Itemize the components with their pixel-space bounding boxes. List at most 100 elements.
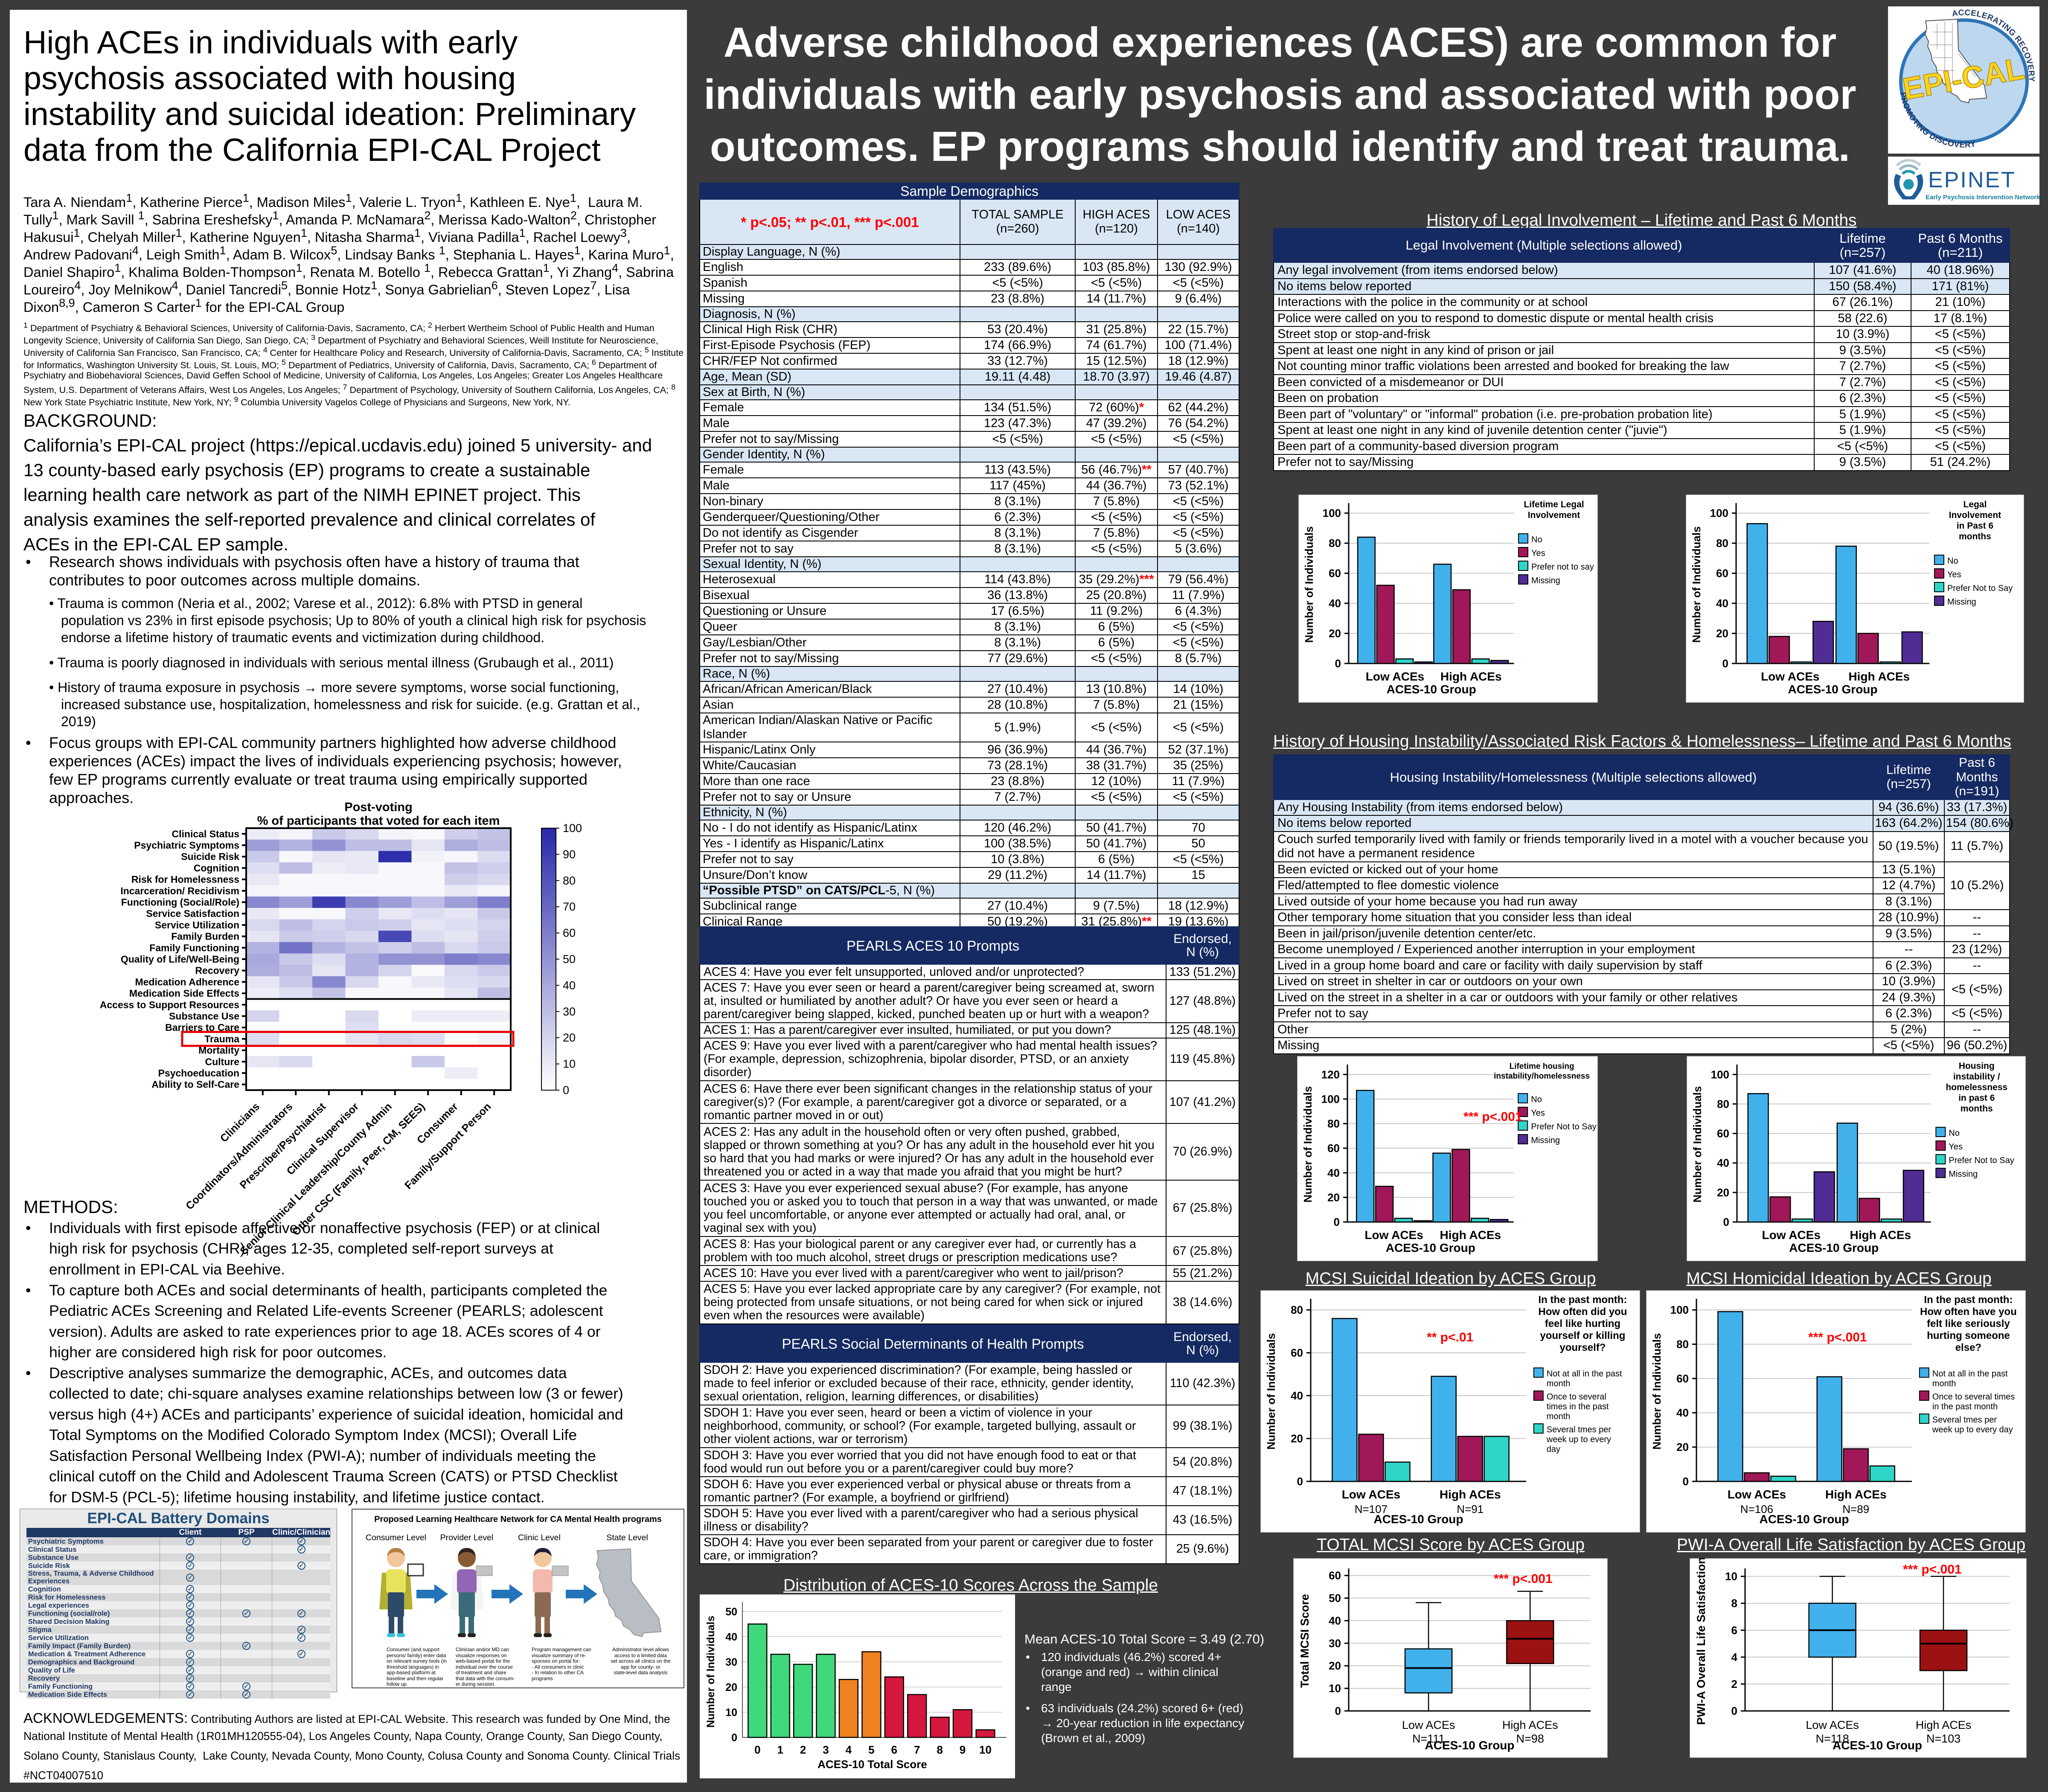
svg-text:4: 4 — [1731, 1651, 1738, 1664]
svg-text:Clinical Status: Clinical Status — [172, 828, 239, 839]
svg-text:Lifetime housing: Lifetime housing — [1510, 1062, 1574, 1071]
svg-text:60: 60 — [1676, 1372, 1689, 1385]
svg-text:Missing: Missing — [1531, 576, 1560, 585]
svg-text:40: 40 — [1327, 1167, 1340, 1179]
svg-text:High ACEs: High ACEs — [1850, 1228, 1911, 1242]
svg-text:Recovery: Recovery — [195, 965, 239, 976]
svg-text:0: 0 — [754, 1743, 760, 1756]
svg-text:yourself or killing: yourself or killing — [1540, 1330, 1625, 1341]
svg-text:homelessness: homelessness — [1946, 1082, 2007, 1092]
svg-text:10: 10 — [725, 1707, 737, 1719]
svg-text:Psychiatric Symptoms: Psychiatric Symptoms — [134, 840, 239, 851]
svg-text:60: 60 — [1329, 567, 1341, 580]
svg-text:Low ACEs: Low ACEs — [1806, 1719, 1859, 1731]
svg-text:90: 90 — [563, 848, 576, 861]
svg-text:Several tmes per: Several tmes per — [1932, 1415, 1997, 1425]
svg-text:0: 0 — [731, 1732, 737, 1744]
svg-text:80: 80 — [1327, 1117, 1340, 1130]
svg-text:Substance Use: Substance Use — [169, 1011, 239, 1022]
svg-text:EPINET: EPINET — [1928, 168, 2016, 192]
svg-text:Prefer Not to Say: Prefer Not to Say — [1949, 1156, 2014, 1165]
svg-text:Legal: Legal — [1963, 500, 1987, 509]
svg-text:100: 100 — [1711, 1068, 1729, 1081]
svg-text:6: 6 — [891, 1743, 897, 1756]
svg-text:in past 6: in past 6 — [1958, 1093, 1995, 1103]
svg-text:How often have you: How often have you — [1920, 1306, 2017, 1318]
svg-text:100: 100 — [1321, 1093, 1340, 1105]
svg-text:4: 4 — [846, 1743, 852, 1756]
svg-text:Once to several times: Once to several times — [1932, 1392, 2015, 1402]
svg-text:2: 2 — [1731, 1678, 1737, 1690]
svg-text:N=91: N=91 — [1457, 1503, 1484, 1516]
svg-text:Total MCSI Score: Total MCSI Score — [1298, 1594, 1311, 1688]
svg-text:30: 30 — [725, 1656, 737, 1668]
svg-text:Incarceration/ Recidivism: Incarceration/ Recidivism — [120, 885, 239, 896]
svg-text:*** p<.001: *** p<.001 — [1903, 1562, 1962, 1577]
svg-text:60: 60 — [1291, 1347, 1303, 1359]
svg-text:60: 60 — [1716, 567, 1728, 580]
svg-text:week up to every day: week up to every day — [1932, 1425, 2013, 1434]
svg-text:No: No — [1531, 535, 1542, 544]
svg-text:0: 0 — [1722, 657, 1728, 670]
svg-text:0: 0 — [1334, 1216, 1340, 1228]
svg-text:40: 40 — [725, 1631, 737, 1643]
svg-text:30: 30 — [563, 1005, 576, 1018]
svg-text:No: No — [1949, 1129, 1960, 1138]
svg-text:Number of Individuals: Number of Individuals — [705, 1616, 717, 1728]
svg-text:else?: else? — [1955, 1342, 1981, 1353]
svg-text:40: 40 — [1291, 1389, 1303, 1402]
svg-text:2: 2 — [800, 1743, 806, 1756]
svg-text:High ACEs: High ACEs — [1502, 1719, 1558, 1731]
svg-text:*** p<.001: *** p<.001 — [1494, 1572, 1553, 1586]
svg-text:30: 30 — [1329, 1637, 1341, 1649]
svg-text:N=118: N=118 — [1815, 1732, 1849, 1745]
svg-text:6: 6 — [1731, 1624, 1737, 1637]
svg-text:50: 50 — [1329, 1592, 1341, 1605]
svg-text:40: 40 — [1676, 1406, 1689, 1419]
svg-text:ACES-10 Group: ACES-10 Group — [1386, 1241, 1475, 1254]
svg-text:In the past month:: In the past month: — [1538, 1294, 1627, 1306]
svg-text:High ACEs: High ACEs — [1440, 1228, 1501, 1242]
svg-text:50: 50 — [725, 1606, 737, 1618]
svg-text:80: 80 — [1329, 537, 1341, 550]
svg-text:0: 0 — [1731, 1705, 1737, 1717]
svg-text:N=103: N=103 — [1926, 1732, 1961, 1745]
svg-text:day: day — [1547, 1445, 1560, 1454]
svg-text:PWI-A Overall Life Satisfactio: PWI-A Overall Life Satisfaction — [1695, 1558, 1708, 1725]
svg-text:60: 60 — [563, 927, 576, 940]
svg-text:Not at all in the past: Not at all in the past — [1547, 1369, 1622, 1379]
svg-text:100: 100 — [1323, 507, 1341, 520]
svg-text:0: 0 — [1335, 1705, 1341, 1717]
svg-text:60: 60 — [1717, 1127, 1729, 1140]
svg-text:Low ACEs: Low ACEs — [1366, 670, 1424, 683]
svg-text:80: 80 — [563, 874, 576, 887]
svg-text:20: 20 — [725, 1681, 737, 1693]
svg-text:Low ACEs: Low ACEs — [1342, 1488, 1400, 1501]
svg-text:Early Psychosis Intervention N: Early Psychosis Intervention Network — [1926, 194, 2039, 201]
svg-text:80: 80 — [1717, 1097, 1729, 1110]
svg-text:Prefer not to say: Prefer not to say — [1531, 562, 1594, 572]
svg-text:Family Burden: Family Burden — [171, 931, 239, 942]
svg-text:No: No — [1947, 556, 1958, 566]
svg-text:N=107: N=107 — [1355, 1503, 1388, 1516]
svg-text:8: 8 — [937, 1743, 943, 1756]
svg-text:No: No — [1531, 1095, 1542, 1104]
svg-text:70: 70 — [563, 900, 576, 913]
svg-text:ACES-10 Group: ACES-10 Group — [1425, 1739, 1514, 1752]
svg-text:N=106: N=106 — [1740, 1503, 1773, 1516]
svg-text:7: 7 — [914, 1743, 920, 1756]
svg-text:Low ACEs: Low ACEs — [1761, 670, 1819, 683]
svg-text:Low ACEs: Low ACEs — [1402, 1719, 1455, 1731]
svg-text:High ACEs: High ACEs — [1916, 1719, 1972, 1731]
svg-text:40: 40 — [1329, 597, 1341, 610]
svg-text:month: month — [1547, 1412, 1571, 1421]
svg-text:Missing: Missing — [1531, 1136, 1560, 1145]
svg-text:Low ACEs: Low ACEs — [1364, 1228, 1423, 1242]
svg-text:felt like seriously: felt like seriously — [1927, 1318, 2010, 1329]
svg-text:Service Satisfaction: Service Satisfaction — [146, 908, 239, 919]
svg-text:9: 9 — [960, 1743, 966, 1756]
svg-text:50: 50 — [563, 953, 576, 966]
svg-text:20: 20 — [1329, 627, 1341, 640]
svg-text:Post-voting: Post-voting — [344, 800, 413, 814]
svg-text:Several tmes per: Several tmes per — [1547, 1425, 1612, 1434]
